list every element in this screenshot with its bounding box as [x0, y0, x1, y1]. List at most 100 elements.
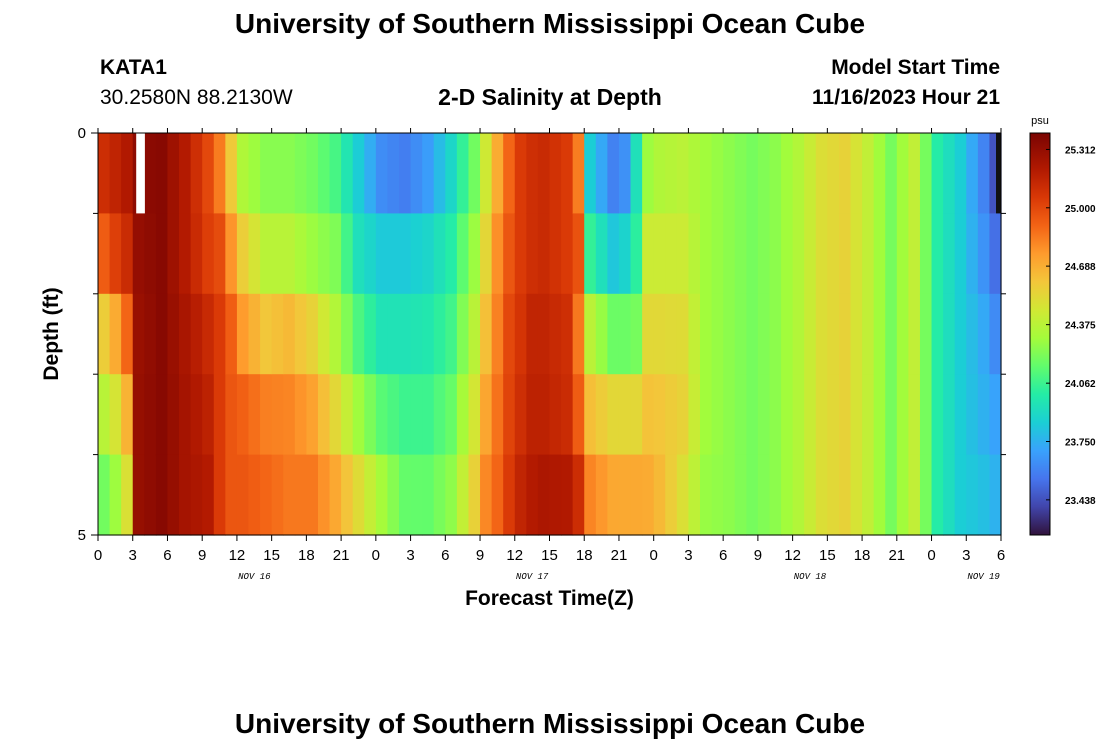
- heatmap-cell: [804, 133, 817, 214]
- heatmap-cell: [989, 293, 1002, 375]
- heatmap-cell: [676, 133, 690, 214]
- heatmap-cell: [260, 133, 273, 214]
- heatmap-cell: [618, 293, 632, 375]
- heatmap-cell: [121, 454, 134, 536]
- heatmap-cell: [456, 133, 470, 214]
- heatmap-cell: [317, 213, 331, 295]
- heatmap-cell: [179, 374, 192, 456]
- heatmap-cell: [445, 454, 458, 536]
- heatmap-cell: [167, 133, 180, 214]
- heatmap-cell: [954, 213, 967, 295]
- heatmap-cell: [190, 133, 203, 214]
- heatmap-cell: [769, 454, 782, 536]
- heatmap-cell: [144, 213, 157, 295]
- model-start-value: 11/16/2023 Hour 21: [812, 86, 1000, 109]
- heatmap-cell: [653, 213, 666, 295]
- heatmap-cell: [618, 454, 632, 536]
- heatmap-cell: [109, 293, 122, 375]
- heatmap-cell: [537, 374, 551, 456]
- heatmap-cell: [433, 133, 446, 214]
- heatmap-cell: [792, 133, 805, 214]
- heatmap-cell: [121, 374, 134, 456]
- heatmap-cell: [549, 213, 562, 295]
- heatmap-cell: [456, 454, 470, 536]
- x-tick-label: 15: [819, 547, 836, 564]
- heatmap-cell: [456, 374, 470, 456]
- heatmap-cell: [827, 293, 840, 375]
- heatmap-cell: [306, 213, 319, 295]
- heatmap-cell: [399, 454, 412, 536]
- heatmap-cell: [676, 293, 690, 375]
- heatmap-cell: [688, 133, 701, 214]
- heatmap-cell: [514, 374, 527, 456]
- heatmap-cell: [410, 374, 423, 456]
- heatmap-cell: [700, 374, 713, 456]
- heatmap-cell: [225, 374, 238, 456]
- heatmap-cell: [144, 293, 157, 375]
- heatmap-cell: [688, 454, 701, 536]
- heatmap-cell: [317, 454, 331, 536]
- heatmap-cell: [896, 213, 909, 295]
- x-tick-label: 0: [927, 547, 935, 564]
- heatmap-cell: [827, 374, 840, 456]
- heatmap-cell: [804, 213, 817, 295]
- heatmap-cell: [757, 133, 771, 214]
- x-tick-label: 15: [541, 547, 558, 564]
- heatmap-cell: [144, 133, 157, 214]
- heatmap-cell: [260, 213, 273, 295]
- day-label: NOV 17: [516, 572, 549, 582]
- heatmap-cell: [931, 293, 944, 375]
- model-start-label: Model Start Time: [831, 56, 1000, 79]
- heatmap-cell: [711, 374, 724, 456]
- heatmap-cell: [491, 213, 504, 295]
- page-title-repeat: University of Southern Mississippi Ocean…: [234, 708, 866, 739]
- heatmap-cell: [98, 293, 111, 375]
- heatmap-cell: [109, 374, 122, 456]
- heatmap-cell: [283, 374, 296, 456]
- heatmap-cell: [700, 133, 713, 214]
- heatmap-cell: [723, 133, 736, 214]
- heatmap-cell: [734, 454, 747, 536]
- heatmap-cell: [885, 133, 898, 214]
- heatmap-cell: [364, 293, 377, 375]
- heatmap-cell: [595, 293, 608, 375]
- heatmap-cell: [618, 213, 632, 295]
- colorbar-tick-label: 23.438: [1065, 496, 1096, 507]
- heatmap-cell: [491, 374, 504, 456]
- heatmap-cell: [676, 213, 690, 295]
- heatmap-cell: [954, 374, 967, 456]
- heatmap-cell: [422, 293, 435, 375]
- heatmap-cell: [179, 133, 192, 214]
- heatmap-cell: [341, 133, 354, 214]
- heatmap-cell: [202, 133, 215, 214]
- heatmap-cell: [989, 374, 1002, 456]
- heatmap-cell: [526, 293, 539, 375]
- heatmap-cell: [503, 133, 516, 214]
- x-tick-label: 21: [888, 547, 905, 564]
- heatmap-cell: [341, 293, 354, 375]
- heatmap-cell: [919, 374, 933, 456]
- heatmap-cell: [931, 133, 944, 214]
- x-tick-label: 3: [406, 547, 414, 564]
- heatmap-cell: [919, 454, 933, 536]
- heatmap-cell: [781, 374, 794, 456]
- heatmap-cell: [653, 374, 666, 456]
- heatmap-cell: [179, 213, 192, 295]
- heatmap-cell: [734, 133, 747, 214]
- heatmap-cell: [943, 374, 956, 456]
- heatmap-cell: [850, 374, 863, 456]
- heatmap-cell: [294, 133, 307, 214]
- heatmap-cell: [908, 454, 921, 536]
- heatmap-cell: [792, 374, 805, 456]
- heatmap-cell: [480, 454, 493, 536]
- x-tick-label: 18: [298, 547, 315, 564]
- colorbar-tick-label: 23.750: [1065, 438, 1096, 449]
- heatmap-cell: [468, 213, 481, 295]
- heatmap-cell: [132, 213, 145, 295]
- heatmap-cell: [618, 374, 632, 456]
- heatmap-cell: [306, 293, 319, 375]
- heatmap-cell: [480, 133, 493, 214]
- heatmap-cell: [271, 454, 284, 536]
- heatmap-cell: [98, 213, 111, 295]
- heatmap-cell: [572, 213, 585, 295]
